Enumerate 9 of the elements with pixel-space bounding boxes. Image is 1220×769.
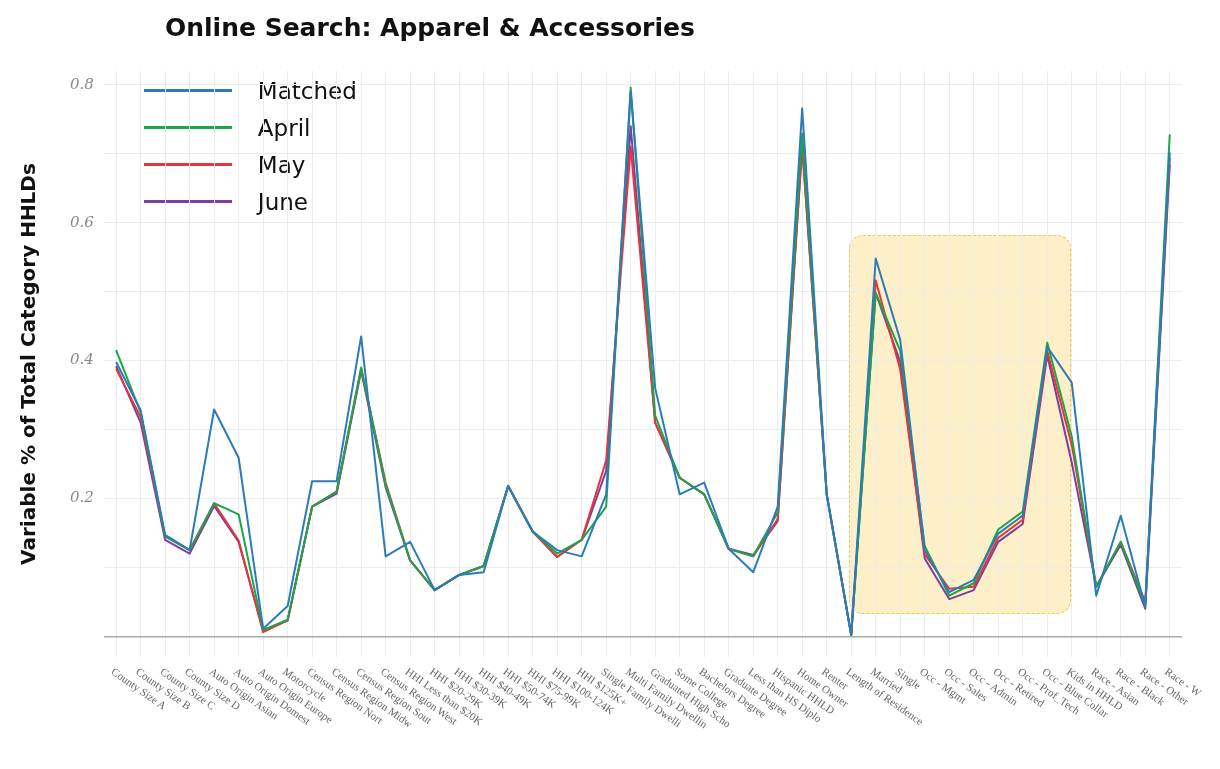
y-tick-label: 0.6 — [70, 212, 95, 231]
y-tick-label: 0.4 — [70, 350, 94, 369]
legend-label: May — [257, 151, 306, 178]
legend-label: June — [257, 188, 308, 215]
chart-title: Online Search: Apparel & Accessories — [164, 12, 696, 44]
y-tick-label: 0.2 — [70, 488, 94, 507]
y-tick-label: 0.8 — [70, 74, 94, 93]
y-axis-title: Variable % of Total Category HHLDs — [16, 163, 41, 565]
legend-label: April — [257, 114, 311, 141]
